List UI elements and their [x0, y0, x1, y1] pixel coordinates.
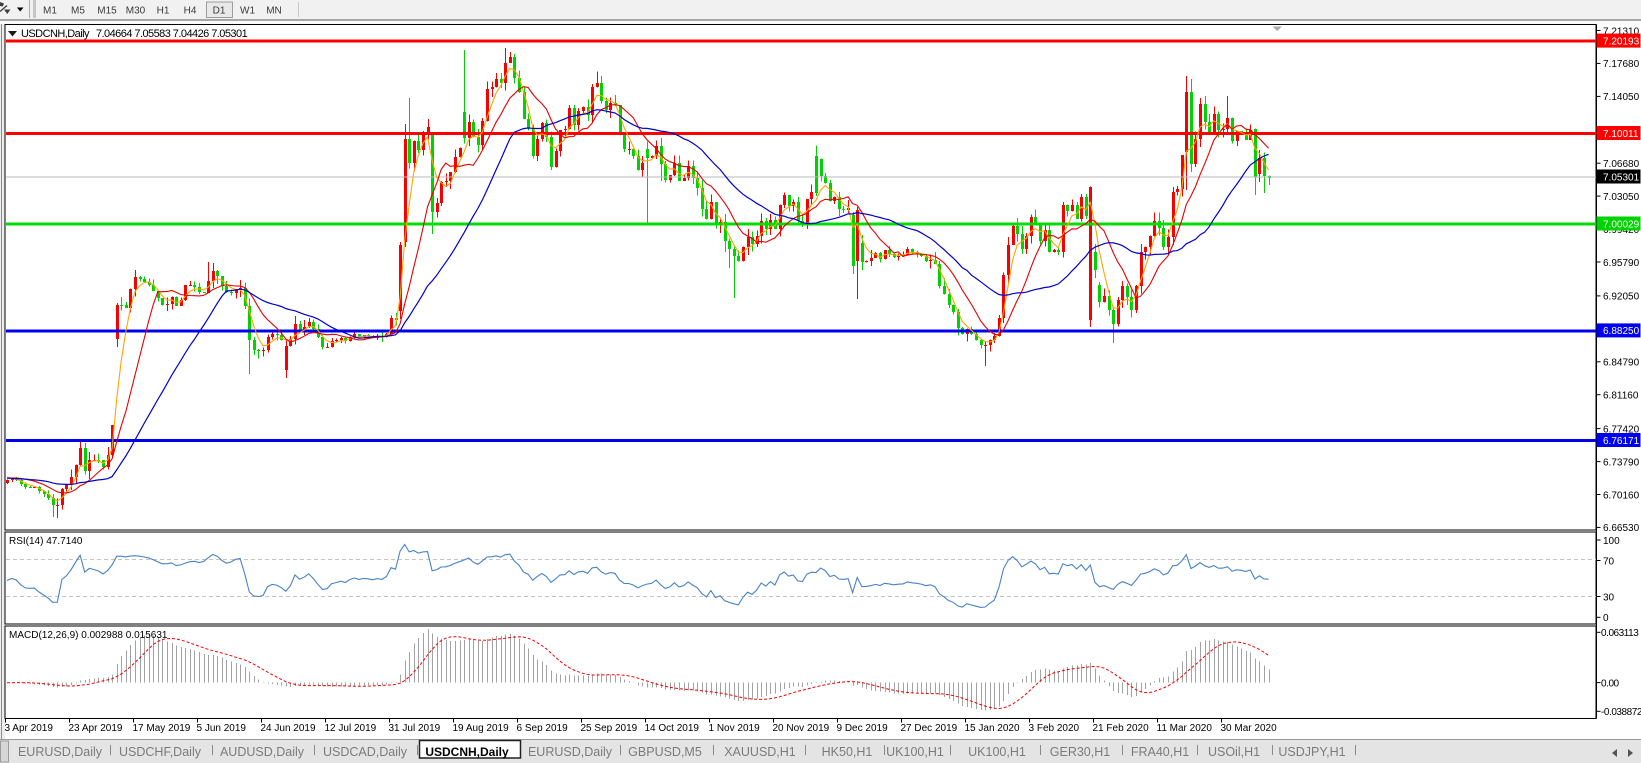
svg-text:6.73790: 6.73790	[1603, 457, 1640, 468]
svg-text:7.10011: 7.10011	[1603, 129, 1639, 140]
svg-text:UK100,H1: UK100,H1	[968, 745, 1026, 759]
svg-text:7.17680: 7.17680	[1603, 59, 1640, 70]
svg-text:23 Apr 2019: 23 Apr 2019	[69, 723, 123, 734]
svg-text:6.66530: 6.66530	[1603, 523, 1640, 534]
svg-text:30: 30	[1603, 592, 1615, 603]
svg-text:D1: D1	[213, 6, 226, 17]
svg-text:15 Jan 2020: 15 Jan 2020	[965, 723, 1020, 734]
svg-text:AUDUSD,Daily: AUDUSD,Daily	[220, 745, 305, 759]
svg-text:27 Dec 2019: 27 Dec 2019	[901, 723, 958, 734]
svg-text:19 Aug 2019: 19 Aug 2019	[453, 723, 510, 734]
svg-text:20 Nov 2019: 20 Nov 2019	[773, 723, 830, 734]
svg-text:1 Nov 2019: 1 Nov 2019	[709, 723, 761, 734]
svg-text:0: 0	[1603, 613, 1609, 624]
svg-text:0.00: 0.00	[1601, 678, 1620, 689]
svg-text:GER30,H1: GER30,H1	[1050, 745, 1110, 759]
svg-text:M15: M15	[97, 6, 117, 17]
svg-text:-0.038872: -0.038872	[1601, 707, 1641, 718]
svg-text:H4: H4	[184, 6, 197, 17]
svg-text:UK100,H1: UK100,H1	[886, 745, 944, 759]
svg-text:EURUSD,Daily: EURUSD,Daily	[18, 745, 103, 759]
svg-text:USDCHF,Daily: USDCHF,Daily	[119, 745, 202, 759]
svg-text:MACD(12,26,9) 0.002988 0.01563: MACD(12,26,9) 0.002988 0.015631	[9, 630, 168, 641]
svg-text:7.00029: 7.00029	[1603, 219, 1640, 230]
svg-text:7.05301: 7.05301	[1603, 172, 1640, 183]
svg-text:12 Jul 2019: 12 Jul 2019	[325, 723, 377, 734]
svg-text:6.92050: 6.92050	[1603, 292, 1640, 303]
svg-text:11 Mar 2020: 11 Mar 2020	[1157, 723, 1213, 734]
svg-text:100: 100	[1603, 536, 1620, 547]
svg-text:USDCAD,Daily: USDCAD,Daily	[323, 745, 408, 759]
svg-text:HK50,H1: HK50,H1	[822, 745, 873, 759]
svg-text:RSI(14) 47.7140: RSI(14) 47.7140	[9, 536, 83, 547]
svg-text:W1: W1	[240, 6, 255, 17]
svg-text:XAUUSD,H1: XAUUSD,H1	[724, 745, 796, 759]
svg-text:3 Feb 2020: 3 Feb 2020	[1029, 723, 1080, 734]
svg-text:USDCNH,Daily: USDCNH,Daily	[425, 745, 509, 759]
svg-text:7.21310: 7.21310	[1603, 26, 1640, 37]
svg-text:M30: M30	[126, 6, 146, 17]
svg-text:3 Apr 2019: 3 Apr 2019	[5, 723, 54, 734]
svg-text:M5: M5	[71, 6, 85, 17]
svg-text:31 Jul 2019: 31 Jul 2019	[389, 723, 441, 734]
svg-text:7.20193: 7.20193	[1603, 36, 1640, 47]
svg-text:6.76171: 6.76171	[1603, 436, 1640, 447]
svg-text:EURUSD,Daily: EURUSD,Daily	[528, 745, 613, 759]
svg-text:17 May 2019: 17 May 2019	[133, 723, 191, 734]
svg-text:30 Mar 2020: 30 Mar 2020	[1221, 723, 1278, 734]
svg-text:0.063113: 0.063113	[1601, 628, 1639, 639]
svg-text:6.70160: 6.70160	[1603, 490, 1640, 501]
svg-text:6 Sep 2019: 6 Sep 2019	[517, 723, 569, 734]
svg-text:GBPUSD,M5: GBPUSD,M5	[628, 745, 702, 759]
svg-text:FRA40,H1: FRA40,H1	[1131, 745, 1189, 759]
svg-text:9 Dec 2019: 9 Dec 2019	[837, 723, 889, 734]
svg-text:6.81160: 6.81160	[1603, 391, 1639, 402]
svg-text:H1: H1	[157, 6, 170, 17]
svg-text:M1: M1	[43, 6, 57, 17]
svg-text:6.84790: 6.84790	[1603, 358, 1640, 369]
svg-text:6.77420: 6.77420	[1603, 424, 1640, 435]
svg-text:24 Jun 2019: 24 Jun 2019	[261, 723, 316, 734]
svg-text:USOil,H1: USOil,H1	[1208, 745, 1260, 759]
svg-text:7.06680: 7.06680	[1603, 159, 1640, 170]
svg-text:7.14050: 7.14050	[1603, 92, 1640, 103]
svg-text:25 Sep 2019: 25 Sep 2019	[581, 723, 638, 734]
svg-text:14 Oct 2019: 14 Oct 2019	[645, 723, 700, 734]
svg-text:6.95790: 6.95790	[1603, 258, 1640, 269]
svg-text:5 Jun 2019: 5 Jun 2019	[197, 723, 247, 734]
svg-text:USDJPY,H1: USDJPY,H1	[1278, 745, 1345, 759]
svg-text:6.88250: 6.88250	[1603, 326, 1640, 337]
svg-text:70: 70	[1603, 556, 1615, 567]
svg-text:MN: MN	[266, 6, 282, 17]
svg-text:21 Feb 2020: 21 Feb 2020	[1093, 723, 1150, 734]
svg-text:7.03050: 7.03050	[1603, 192, 1640, 203]
